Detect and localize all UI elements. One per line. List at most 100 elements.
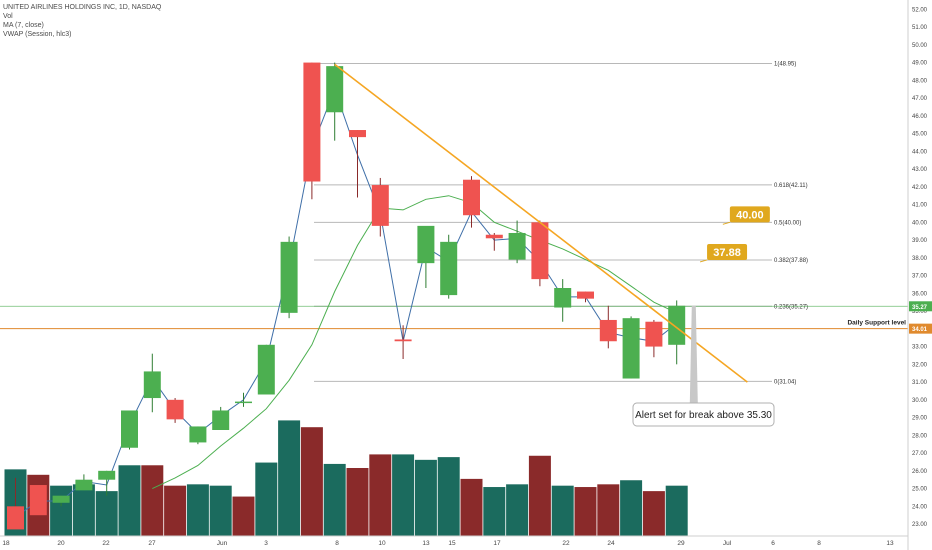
y-tick-label: 36.00: [912, 291, 928, 297]
y-tick-label: 51.00: [912, 25, 928, 31]
candle: [349, 130, 366, 198]
volume-bar: [255, 462, 278, 536]
y-tick-label: 49.00: [912, 61, 928, 67]
candle: [531, 220, 549, 287]
x-tick-label: 27: [148, 540, 156, 547]
fib-level-label: 0.236(35.27): [774, 304, 808, 310]
fib-level-label: 1(48.95): [774, 61, 796, 67]
volume-bar: [72, 484, 95, 536]
candle-body: [143, 371, 161, 399]
x-tick-label: Jul: [723, 540, 732, 547]
candle-body: [531, 222, 549, 280]
callout-label: 37.88: [713, 247, 741, 259]
y-tick-label: 39.00: [912, 238, 928, 244]
x-tick-label: 22: [562, 540, 570, 547]
candle-body: [463, 179, 480, 216]
candle-body: [257, 344, 275, 395]
candle: [394, 325, 412, 359]
x-tick-label: 3: [264, 540, 268, 547]
candle-body: [212, 410, 230, 430]
vol-legend: Vol: [3, 13, 13, 20]
x-tick-label: 18: [2, 540, 10, 547]
volume-bar: [164, 485, 187, 536]
last-price-tag: 35.27: [912, 305, 928, 311]
candle: [326, 62, 344, 141]
alert-box: [632, 402, 775, 427]
x-tick-label: 22: [102, 540, 110, 547]
candle-body: [303, 62, 321, 182]
volume-bar: [597, 484, 620, 536]
candle-body: [668, 305, 686, 345]
candle-body: [29, 485, 47, 516]
y-tick-label: 43.00: [912, 167, 928, 173]
callout-label: 40.00: [736, 209, 764, 221]
x-tick-label: 17: [493, 540, 501, 547]
volume-bar: [232, 496, 255, 536]
candle: [257, 344, 275, 395]
candle: [371, 177, 389, 237]
candle: [189, 426, 207, 445]
x-tick-label: 20: [57, 540, 65, 547]
candle-body: [577, 291, 594, 299]
volume-bar: [460, 478, 483, 536]
chart-title: UNITED AIRLINES HOLDINGS INC, 1D, NASDAQ: [3, 4, 162, 11]
candle-body: [235, 401, 252, 404]
x-tick-label: 24: [607, 540, 615, 547]
candle: [52, 495, 70, 507]
last-price-tag-bg: [909, 301, 932, 312]
candle-body: [349, 130, 366, 138]
ma-line: [152, 195, 677, 490]
x-tick-label: 8: [817, 540, 821, 547]
volume-bar: [186, 484, 209, 536]
vwap-line: [15, 87, 678, 518]
volume-bar: [118, 465, 141, 536]
callout-pointer: [722, 221, 730, 225]
candle-body: [417, 225, 435, 264]
candle: [7, 477, 24, 530]
y-tick-label: 41.00: [912, 203, 928, 209]
y-tick-label: 45.00: [912, 132, 928, 138]
volume-bar: [209, 485, 232, 536]
candle: [303, 62, 321, 200]
candle: [463, 176, 480, 228]
candle: [280, 236, 298, 319]
y-tick-label: 32.00: [912, 362, 928, 368]
volume-bar: [369, 454, 392, 536]
candle: [143, 353, 161, 413]
candle-body: [508, 232, 526, 260]
candle: [166, 398, 184, 423]
candle: [121, 410, 138, 450]
candle: [417, 225, 435, 288]
candle-body: [599, 319, 617, 342]
support-label: Daily Support level: [847, 320, 906, 327]
volume-bar: [574, 487, 597, 536]
candle: [440, 234, 458, 299]
trendline: [334, 63, 748, 383]
candle: [98, 470, 116, 496]
volume-bar: [95, 491, 118, 536]
y-tick-label: 33.00: [912, 345, 928, 351]
fib-level-label: 0.382(37.88): [774, 258, 808, 264]
vwap-legend: VWAP (Session, hlc3): [3, 31, 72, 38]
candle: [668, 300, 686, 365]
volume-bar: [392, 454, 415, 536]
candle: [235, 392, 252, 407]
alert-label: Alert set for break above 35.30: [635, 410, 772, 421]
candle-body: [645, 321, 663, 347]
volume-bar: [506, 484, 529, 536]
fib-level-label: 0.5(40.00): [774, 220, 801, 226]
candle-body: [75, 479, 93, 491]
candle-body: [554, 288, 572, 308]
candle-body: [326, 66, 344, 113]
x-tick-label: 29: [677, 540, 685, 547]
y-tick-label: 40.00: [912, 220, 928, 226]
candle: [75, 474, 93, 491]
volume-bar: [141, 465, 164, 536]
volume-bar: [50, 485, 73, 536]
y-tick-label: 35.00: [912, 309, 928, 315]
x-tick-label: 10: [378, 540, 386, 547]
volume-bar: [551, 485, 574, 536]
volume-bar: [528, 455, 551, 536]
callout-box: [729, 206, 770, 223]
